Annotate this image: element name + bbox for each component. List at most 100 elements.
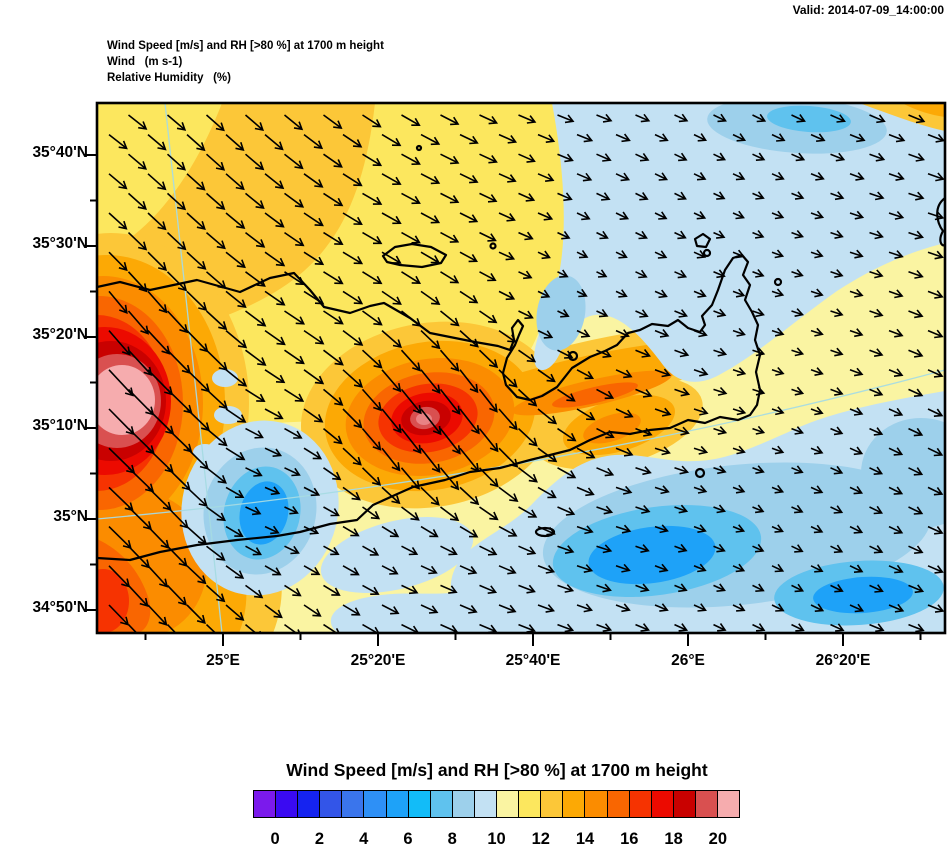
wind-arrow: [323, 231, 344, 246]
wind-arrow: [303, 290, 325, 305]
wind-arrow: [908, 427, 924, 437]
wind-arrow: [205, 427, 228, 447]
wind-arrow: [849, 288, 864, 298]
wind-arrow: [166, 192, 187, 211]
wind-arrow: [557, 114, 575, 124]
wind-arrow: [440, 231, 460, 243]
colorbar-cell: [430, 791, 453, 817]
wind-arrow: [225, 251, 246, 269]
colorbar-tick-label: 12: [531, 830, 550, 848]
wind-arrow: [342, 408, 363, 429]
wind-arrow: [557, 192, 573, 202]
wind-arrow: [537, 486, 557, 499]
valid-time-label: Valid: 2014-07-09_14:00:00: [792, 3, 944, 17]
colorbar-cell: [474, 791, 498, 817]
wind-arrow: [518, 467, 538, 483]
wind-arrow: [557, 545, 575, 554]
lon-tick-label: 25°E: [206, 652, 240, 669]
wind-arrow: [557, 230, 571, 240]
lon-tick-label: 25°20'E: [350, 652, 406, 669]
wind-arrow: [284, 427, 303, 439]
wind-arrow: [693, 603, 707, 612]
colorbar-tick-label: 18: [664, 830, 683, 848]
wind-arrow: [206, 506, 227, 522]
wind-arrow: [830, 269, 844, 278]
wind-arrow: [810, 524, 824, 534]
wind-arrow: [596, 113, 613, 123]
wind-arrow: [908, 309, 924, 319]
wind-arrow: [810, 172, 825, 181]
wind-arrow: [264, 486, 281, 496]
wind-arrow: [713, 386, 728, 396]
wind-arrow: [284, 584, 302, 597]
wind-arrow: [771, 133, 786, 142]
wind-arrow: [869, 545, 884, 554]
wind-arrow: [264, 133, 284, 151]
wind-arrow: [381, 251, 402, 264]
wind-arrow: [576, 525, 594, 535]
wind-arrow: [732, 603, 746, 612]
wind-arrow: [927, 447, 944, 457]
wind-arrow: [381, 290, 402, 305]
wind-arrow: [771, 366, 785, 376]
wind-arrow: [420, 447, 441, 474]
wind-arrow: [927, 565, 944, 574]
wind-vector-arrows: [108, 113, 945, 633]
wind-arrow: [771, 484, 785, 494]
wind-arrow: [693, 289, 707, 298]
wind-arrow: [927, 329, 944, 339]
colorbar-cell: [651, 791, 674, 817]
wind-arrow: [888, 603, 905, 613]
wind-arrow: [245, 584, 264, 599]
wind-arrow: [498, 173, 517, 183]
wind-arrow: [869, 230, 884, 240]
wind-arrow: [323, 153, 343, 168]
wind-arrow: [361, 428, 382, 451]
wind-arrow: [186, 173, 206, 191]
wind-arrow: [654, 563, 669, 573]
wind-arrow: [420, 133, 441, 146]
wind-arrow: [244, 153, 265, 171]
lat-tick-label: 35°20'N: [32, 326, 88, 343]
wind-arrow: [245, 506, 262, 516]
wind-arrow: [362, 114, 382, 128]
wind-arrow: [908, 114, 926, 124]
wind-arrow: [498, 447, 519, 468]
wind-arrow: [401, 192, 421, 205]
wind-arrow: [693, 445, 709, 455]
wind-arrow: [108, 133, 128, 150]
wind-arrow: [830, 387, 844, 396]
lon-tick-label: 25°40'E: [505, 652, 561, 669]
wind-arrow: [401, 271, 422, 285]
wind-arrow: [888, 172, 905, 181]
wind-arrow: [264, 251, 286, 267]
wind-arrow: [888, 525, 904, 535]
wind-arrow: [147, 173, 167, 191]
wind-arrow: [791, 114, 806, 123]
wind-arrow: [849, 367, 864, 377]
wind-arrow: [479, 584, 498, 594]
wind-arrow: [693, 328, 708, 338]
wind-arrow: [674, 465, 690, 475]
wind-arrow: [888, 250, 904, 259]
wind-arrow: [654, 289, 668, 299]
wind-arrow: [303, 525, 320, 535]
wind-arrow: [420, 369, 441, 394]
wind-arrow: [674, 504, 689, 514]
wind-arrow: [869, 348, 884, 357]
wind-arrow: [927, 211, 945, 221]
wind-arrow: [693, 484, 708, 494]
wind-arrow: [284, 467, 301, 477]
wind-arrow: [166, 584, 188, 606]
wind-arrow: [713, 152, 727, 161]
wind-arrow: [323, 192, 344, 207]
wind-arrow: [303, 447, 323, 460]
wind-arrow: [830, 191, 845, 201]
colorbar-cell: [386, 791, 409, 817]
wind-arrow: [537, 329, 554, 339]
wind-arrow: [576, 564, 594, 573]
wind-arrow: [713, 308, 727, 318]
wind-arrow: [693, 406, 709, 416]
colorbar-cell: [673, 791, 696, 817]
wind-arrow: [849, 328, 864, 338]
